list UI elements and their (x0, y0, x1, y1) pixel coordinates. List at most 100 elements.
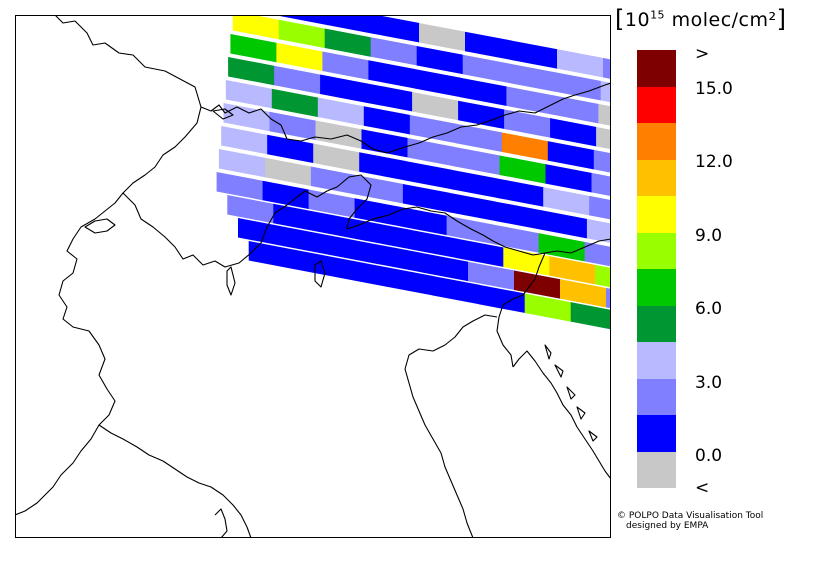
legend-unit-base: 10 (624, 9, 651, 31)
pixel-6-2 (313, 143, 360, 172)
legend-over-label: > (695, 44, 710, 64)
pixel-3-3 (366, 83, 413, 112)
pixel-10-3 (376, 244, 423, 273)
pixel-9-5 (457, 238, 504, 268)
lake-garda (314, 260, 326, 288)
legend-tick-6: 6.0 (695, 299, 723, 319)
pixel-1-4 (416, 45, 464, 75)
pixel-2-5 (460, 77, 507, 107)
legend-tick-12: 12.0 (695, 152, 733, 172)
border-austria (286, 82, 611, 154)
legend-swatch-1 (637, 86, 676, 123)
pixel-7-6 (494, 201, 542, 230)
border-switzerland-italy (122, 174, 372, 268)
pixel-10-1 (284, 226, 331, 256)
pixel-8-1 (262, 180, 310, 210)
pixel-3-1 (274, 65, 321, 95)
pixel-5-5 (453, 146, 500, 176)
pixel-3-8 (596, 126, 611, 150)
pixel-1-7 (554, 72, 602, 101)
pixel-6-7 (543, 187, 590, 216)
satellite-swath-map (15, 15, 611, 538)
islands-dalmatia (544, 344, 598, 442)
legend-swatch-4 (637, 196, 676, 233)
pixel-8-3 (354, 198, 402, 227)
pixel-4-8 (593, 149, 611, 173)
pixel-3-4 (412, 91, 459, 121)
pixel-2-3 (368, 60, 415, 89)
pixel-5-3 (361, 129, 408, 158)
pixel-2-1 (276, 42, 323, 72)
legend-under-label: < (695, 478, 710, 498)
pixel-3-7 (550, 118, 597, 147)
legend-tick-3: 3.0 (695, 373, 723, 393)
pixel-8-8 (584, 241, 611, 267)
coast-croatia (512, 350, 611, 480)
pixel-9-8 (595, 264, 611, 288)
pixel-7-8 (586, 218, 611, 243)
pixel-5-4 (407, 137, 454, 167)
coast-ligurian (98, 424, 252, 538)
pixel-1-8 (600, 80, 611, 103)
credit-line-2: designed by EMPA (626, 521, 709, 531)
pixel-9-4 (411, 229, 458, 259)
border-switzerland-north (200, 104, 288, 140)
pixel-6-4 (405, 160, 452, 190)
pixel-8-2 (308, 189, 356, 218)
satellite-pixel-layer (216, 15, 611, 330)
pixel-9-1 (273, 203, 320, 233)
legend-unit-exponent: 15 (650, 8, 666, 22)
pixel-7-4 (402, 183, 450, 213)
legend-swatch-7 (637, 305, 676, 342)
lake-geneva (84, 218, 116, 234)
pixel-3-0 (228, 57, 275, 86)
pixel-5-8 (591, 172, 611, 197)
pixel-10-8 (606, 287, 611, 309)
pixel-1-3 (370, 37, 418, 66)
legend-swatch-3 (637, 159, 676, 196)
pixel-6-6 (497, 178, 544, 207)
pixel-8-0 (216, 172, 264, 201)
legend-swatch-11 (637, 451, 676, 488)
pixel-7-7 (540, 210, 588, 239)
pixel-4-2 (317, 97, 365, 126)
pixel-11-6 (524, 293, 572, 322)
pixel-5-1 (269, 111, 316, 141)
legend-swatch-6 (637, 269, 676, 306)
pixel-5-6 (499, 155, 546, 184)
pixel-8-5 (446, 215, 494, 245)
coast-adriatic (404, 314, 498, 538)
legend-colorbar (637, 50, 676, 488)
pixel-5-0 (223, 103, 270, 132)
legend-unit-rest: molec/cm² (665, 9, 777, 31)
pixel-1-2 (324, 28, 372, 57)
credit-text: © POLPO Data Visualisation Tool designed… (617, 511, 763, 531)
pixel-0-4 (419, 22, 466, 52)
border-slovenia (496, 252, 546, 368)
pixel-11-1 (294, 249, 342, 279)
pixel-10-0 (238, 218, 285, 247)
pixel-10-7 (560, 279, 607, 308)
pixel-4-4 (409, 114, 457, 144)
country-borders (15, 15, 611, 538)
pixel-1-5 (462, 54, 510, 84)
pixel-10-4 (422, 252, 469, 282)
pixel-6-3 (359, 152, 406, 181)
pixel-0-7 (557, 49, 604, 78)
pixel-6-5 (451, 169, 498, 199)
island-corsica (214, 508, 228, 538)
pixel-4-0 (225, 80, 273, 109)
lake-maggiore (226, 266, 236, 296)
legend-swatch-0 (637, 50, 676, 87)
map-panel[interactable] (15, 15, 611, 538)
legend-unit-close-bracket: ] (776, 5, 787, 33)
pixel-11-3 (386, 267, 434, 296)
pixel-6-8 (589, 195, 611, 220)
pixel-3-6 (504, 109, 551, 138)
pixel-1-1 (278, 19, 326, 49)
pixel-8-6 (492, 224, 540, 253)
pixel-7-5 (448, 192, 496, 222)
pixel-2-0 (230, 34, 277, 63)
legend-unit-label: [1015 molec/cm²] (615, 4, 787, 33)
pixel-2-8 (598, 103, 611, 126)
